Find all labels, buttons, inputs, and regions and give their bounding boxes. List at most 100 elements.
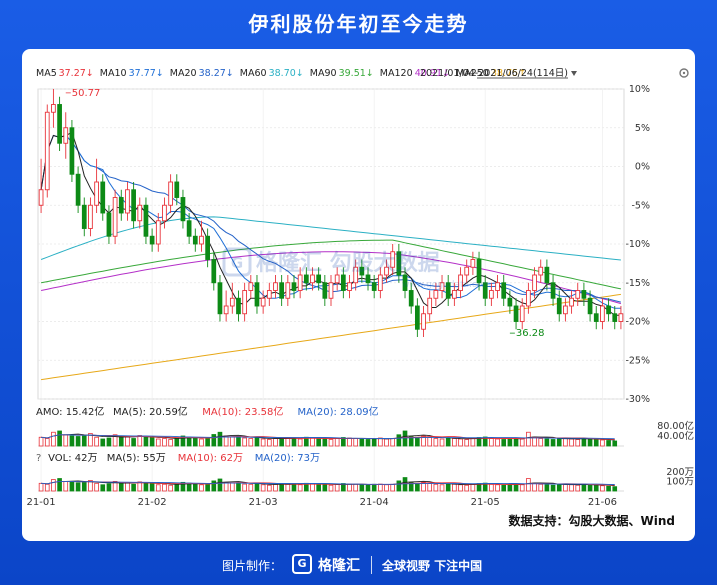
y-tick-label: 0% [635, 162, 650, 173]
vol-panel-bar [501, 484, 507, 492]
amo-panel-bar [489, 438, 494, 447]
candle-body [550, 282, 556, 299]
vol-panel-bar [106, 483, 112, 492]
amo-panel-bar [94, 436, 99, 447]
candle-body [421, 313, 426, 330]
candle-body [458, 274, 463, 291]
amo-panel-bar [452, 438, 457, 447]
candle-body [143, 204, 149, 237]
amo-legend-item: MA(5): 20.59亿 [113, 405, 188, 418]
amo-panel-bar [495, 438, 500, 447]
amo-panel-bar [155, 438, 161, 447]
candle-body [544, 266, 550, 284]
amo-panel-bar [254, 436, 260, 447]
vol-panel-bar [162, 483, 167, 492]
vol-panel-bar [550, 484, 556, 492]
y-tick-label: -25% [625, 355, 650, 366]
candle-body [606, 305, 611, 315]
vol-panel-bar [569, 484, 574, 492]
amo-panel-bar [63, 434, 69, 447]
candle-body [340, 274, 346, 291]
amo-panel-bar [612, 440, 618, 447]
vol-panel-bar [396, 480, 402, 492]
vol-panel-bar [236, 482, 241, 492]
amo-panel-bar [112, 434, 118, 447]
amo-panel-bar [174, 437, 180, 447]
amo-panel-bar [137, 435, 143, 447]
candle-body [316, 274, 322, 284]
settings-icon[interactable] [679, 68, 689, 78]
vol-panel-bar [458, 484, 463, 492]
vol-panel-bar [526, 478, 531, 492]
candle-body [593, 313, 599, 322]
candle-body [81, 204, 87, 229]
amo-panel-bar [143, 436, 149, 447]
vol-panel-bar [347, 483, 352, 492]
amo-panel-bar [106, 437, 112, 447]
candle-body [236, 297, 241, 315]
vol-panel-bar [57, 478, 62, 492]
candle-body [297, 274, 303, 291]
vol-panel-y-tick: 200万 [666, 467, 694, 478]
candle-body [118, 197, 124, 214]
candle-body [310, 274, 315, 284]
vol-panel-bar [192, 483, 198, 492]
candle-body [347, 282, 352, 291]
amo-panel-bar [593, 439, 599, 447]
date-range-label[interactable]: 2021/01/04-2021/06/24(114日) [420, 68, 568, 79]
vol-panel-bar [131, 483, 136, 492]
x-tick-label: 21-04 [360, 497, 389, 508]
vol-panel-bar [217, 478, 223, 492]
vol-panel-bar [143, 482, 149, 492]
vol-panel-ma10 [41, 480, 615, 486]
vol-panel-bar [390, 483, 395, 492]
price-panel: 10% 5% 0% -5% -10% -15% -20% -25% -30% 50.77 36.28 [37, 84, 650, 491]
vol-panel-bar [137, 481, 143, 492]
candle-body [149, 235, 155, 245]
amo-panel-bar [285, 437, 291, 447]
y-tick-label: -15% [625, 278, 650, 289]
candle-body [192, 235, 198, 245]
vol-panel-bar [118, 481, 124, 492]
vol-panel-bar [538, 483, 544, 492]
candle-body [538, 266, 544, 276]
candle-body [384, 266, 389, 276]
footer-slogan: 全球视野 下注中国 [382, 559, 483, 573]
candle-body [495, 282, 500, 291]
amo-panel-bar [569, 438, 574, 447]
amo-legend-item: MA(20): 28.09亿 [298, 405, 379, 418]
amo-panel-bar [199, 438, 204, 447]
amo-panel-bar [396, 434, 402, 447]
vol-panel-bar [600, 485, 605, 492]
candle-body [69, 127, 75, 175]
chevron-down-icon[interactable] [571, 71, 577, 76]
vol-panel-bar [556, 483, 562, 492]
amo-panel-bar [402, 430, 408, 447]
watermark: G 格隆汇 勾股大数据 www.gogudata.com [222, 247, 491, 290]
amo-panel-ma10 [41, 434, 615, 440]
candle-body [513, 305, 519, 322]
amo-legend: AMO: 15.42亿 MA(5): 20.59亿 MA(10): 23.58亿 MA… [36, 405, 379, 418]
y-tick-label: 10% [629, 84, 650, 95]
candle-body [199, 235, 204, 245]
vol-panel-bar [229, 482, 235, 492]
vol-panel-bar [433, 483, 439, 492]
candle-body [137, 204, 143, 222]
ma-legend-name-3: MA60 [240, 68, 267, 79]
candle-body [63, 127, 69, 144]
price-annotation: 36.28 [516, 328, 545, 339]
x-axis: 21-01 21-02 21-03 21-04 21-05 21-06 [27, 497, 617, 508]
amo-panel-bar [267, 439, 272, 447]
candle-body [575, 290, 581, 299]
amo-panel-bar [464, 439, 470, 447]
candle-body [51, 104, 56, 113]
candle-body [211, 259, 217, 284]
amo-panel-bar [519, 438, 525, 447]
amo-panel-y-tick: 80.00亿 [657, 420, 694, 432]
vol-legend-item: ? [36, 453, 41, 464]
y-tick-label: 5% [635, 123, 650, 134]
amo-panel-bar [260, 438, 266, 447]
candle-body [94, 181, 99, 206]
vol-panel-bar [532, 482, 537, 492]
vol-panel-bar [378, 483, 383, 492]
